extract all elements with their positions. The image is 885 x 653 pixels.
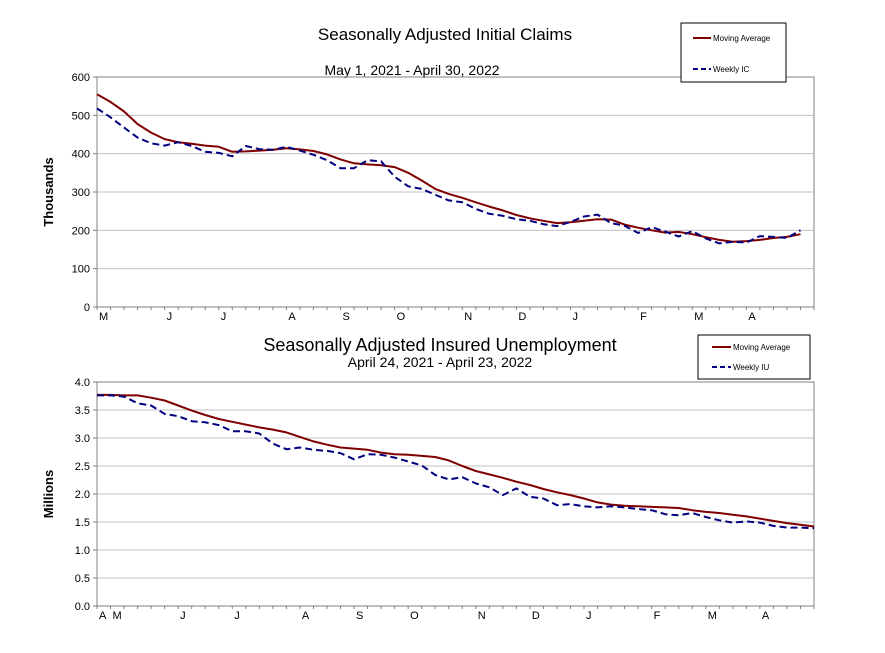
insured-unemployment-gridlines [97,409,814,579]
x-tick-label: O [397,311,406,323]
insured-unemployment-series [97,393,815,530]
x-tick-label: S [356,610,363,622]
initial-claims-legend-box [680,22,787,83]
x-tick-label: J [234,610,240,622]
series-line-moving-average [97,393,815,528]
x-tick-label: A [762,610,770,622]
initial-claims-title: Seasonally Adjusted Initial Claims [318,25,572,44]
legend-moving-average-label-2: Moving Average [733,343,791,352]
x-tick-label: A [748,311,756,323]
x-tick-label: N [478,610,486,622]
y-tick-label: 0.0 [75,601,90,613]
series-line-weekly-iu [97,394,815,530]
insured-unemployment-ylabel: Millions [41,470,56,518]
insured-unemployment-legend: Moving Average Weekly IU [697,334,811,380]
initial-claims-series [96,93,801,245]
insured-unemployment-subtitle: April 24, 2021 - April 23, 2022 [348,354,533,370]
initial-claims-chart: Seasonally Adjusted Initial Claims May 1… [41,22,815,323]
initial-claims-legend: Moving Average Weekly IC [680,22,787,83]
y-tick-label: 2.0 [75,489,90,501]
x-tick-label: J [167,311,173,323]
x-tick-label: A [99,610,107,622]
x-tick-label: M [694,311,703,323]
x-tick-label: M [708,610,717,622]
y-tick-label: 0 [84,302,90,314]
initial-claims-ylabel: Thousands [41,157,56,226]
x-tick-label: D [518,311,526,323]
y-tick-label: 3.5 [75,405,90,417]
insured-unemployment-title: Seasonally Adjusted Insured Unemployment [263,335,616,355]
y-tick-label: 3.0 [75,433,90,445]
initial-claims-gridlines [97,114,814,270]
series-line-weekly-ic [96,107,801,245]
x-tick-label: M [113,610,122,622]
legend-weekly-iu-label: Weekly IU [733,363,770,372]
x-tick-label: F [640,311,647,323]
x-tick-label: J [586,610,592,622]
x-tick-label: J [572,311,578,323]
x-tick-label: A [288,311,296,323]
x-tick-label: N [464,311,472,323]
x-tick-label: D [532,610,540,622]
initial-claims-y-ticks: 0 100 200 300 400 500 600 [72,72,97,314]
initial-claims-subtitle: May 1, 2021 - April 30, 2022 [324,62,499,78]
x-tick-label: M [99,311,108,323]
x-tick-label: J [180,610,186,622]
y-tick-label: 400 [72,149,90,161]
x-tick-label: S [343,311,350,323]
y-tick-label: 600 [72,72,90,84]
y-tick-label: 2.5 [75,461,90,473]
y-tick-label: 0.5 [75,573,90,585]
legend-weekly-ic-label: Weekly IC [713,65,750,74]
y-tick-label: 1.5 [75,517,90,529]
insured-unemployment-legend-box [697,334,811,380]
y-tick-label: 4.0 [75,377,90,389]
y-tick-label: 200 [72,225,90,237]
y-tick-label: 500 [72,110,90,122]
series-line-moving-average [96,93,801,243]
x-tick-label: O [410,610,419,622]
legend-moving-average-label: Moving Average [713,34,771,43]
x-tick-label: J [221,311,227,323]
y-tick-label: 300 [72,187,90,199]
y-tick-label: 100 [72,264,90,276]
insured-unemployment-y-ticks: 0.0 0.5 1.0 1.5 2.0 2.5 3.0 3.5 4.0 [75,377,97,613]
y-tick-label: 1.0 [75,545,90,557]
x-tick-label: F [654,610,661,622]
x-tick-label: A [302,610,310,622]
insured-unemployment-chart: Seasonally Adjusted Insured Unemployment… [41,334,815,622]
